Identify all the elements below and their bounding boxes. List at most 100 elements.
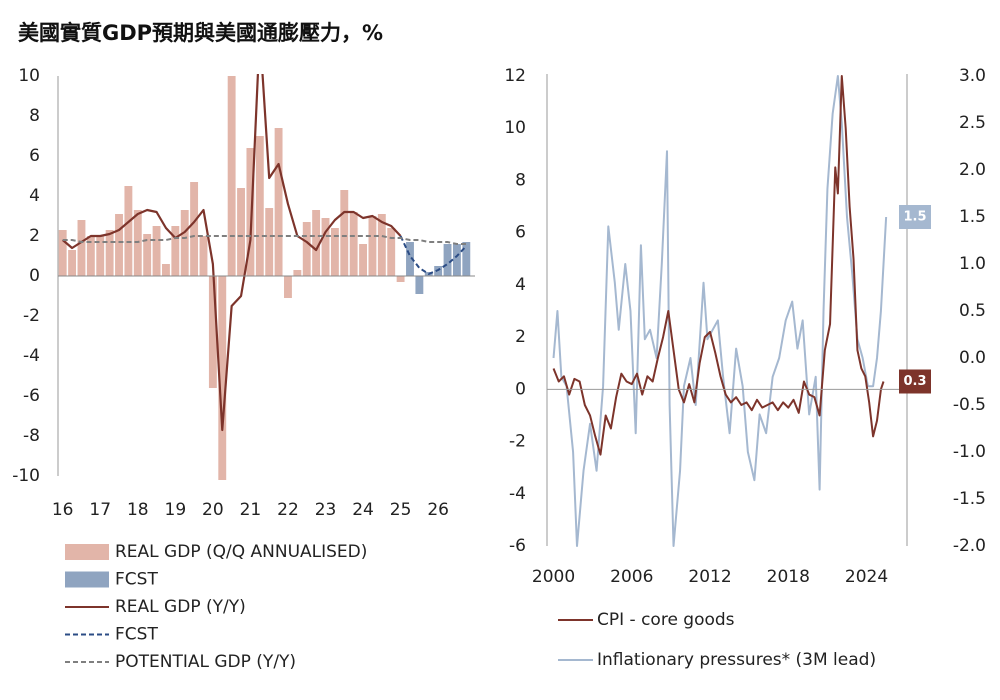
bar [396,276,405,282]
y-tick-label: 6 [29,146,40,166]
x-tick-label: 26 [427,500,449,520]
y-tick-label: 6 [515,223,526,243]
x-tick-label: 23 [315,500,337,520]
bar [208,276,217,388]
bar [443,244,452,276]
line [61,74,402,432]
x-tick-label: 16 [52,500,74,520]
bar [462,242,471,276]
bar [368,216,377,276]
line [552,75,885,456]
bar [302,222,311,276]
bar [96,236,105,276]
bar [340,190,349,276]
x-tick-label: 2012 [688,567,731,587]
bar [199,236,208,276]
y2-tick-label: 3.0 [959,66,986,86]
y-tick-label: -6 [23,386,40,406]
bar [180,210,189,276]
y-tick-label: 8 [515,170,526,190]
legend-label: FCST [115,625,158,645]
bar [265,208,274,276]
bar [105,230,114,276]
y2-tick-label: -1.5 [953,489,986,509]
legend-swatch [65,571,109,588]
bar [124,186,133,276]
y-tick-label: 2 [515,327,526,347]
legend-label: POTENTIAL GDP (Y/Y) [115,652,296,672]
y2-tick-label: -2.0 [953,536,986,556]
y-tick-label: -8 [23,426,40,446]
bar [255,136,264,276]
value-label-box [899,205,931,229]
bar [415,276,424,294]
bar [143,234,152,276]
bar [237,188,245,276]
line [399,235,468,275]
y-tick-label: 0 [515,379,526,399]
y-tick-label: 12 [504,66,526,86]
bar [115,214,123,276]
plot-area [552,75,888,547]
bar [227,76,236,276]
x-tick-label: 2006 [610,567,653,587]
bar [387,228,396,276]
x-tick-label: 17 [89,500,111,520]
plot-area [58,74,471,480]
y-tick-label: 8 [29,106,40,126]
y-tick-label: -2 [509,432,526,452]
bar [349,212,358,276]
value-label-box [899,369,931,394]
y-tick-label: 2 [29,226,40,246]
y-tick-label: 4 [515,275,526,295]
bar [58,230,67,276]
bar [68,250,77,276]
y2-tick-label: -0.5 [953,395,986,415]
y2-tick-label: 2.5 [959,113,986,133]
bar [406,242,414,276]
value-label: 0.3 [903,374,926,389]
x-tick-label: 2018 [767,567,810,587]
y2-tick-label: 0.5 [959,301,986,321]
chart-title: 美國實質GDP預期與美國通膨壓力，% [18,21,383,45]
y-tick-label: 4 [29,186,40,206]
y-tick-label: 10 [18,66,40,86]
legend-label: REAL GDP (Q/Q ANNUALISED) [115,542,367,562]
y2-tick-label: 1.0 [959,254,986,274]
x-tick-label: 25 [390,500,412,520]
y2-tick-label: 0.0 [959,348,986,368]
bar [171,226,180,276]
legend-swatch [65,544,109,560]
legend-label: REAL GDP (Y/Y) [115,597,246,617]
line [552,75,888,547]
y2-tick-label: -1.0 [953,442,986,462]
bar [246,148,255,276]
legend-label: Inflationary pressures* (3M lead) [597,650,876,670]
bar [190,182,199,276]
bar [377,214,386,276]
x-tick-label: 20 [202,500,224,520]
x-tick-label: 2024 [845,567,888,587]
bar [152,226,161,276]
y-tick-label: 10 [504,118,526,138]
y-tick-label: 0 [29,266,40,286]
line [62,235,467,245]
y-tick-label: -4 [509,484,526,504]
y-tick-label: -4 [23,346,40,366]
legend-label: FCST [115,570,158,590]
x-tick-label: 18 [127,500,149,520]
bar [162,264,170,276]
bar [321,218,330,276]
bar [293,270,302,276]
y-tick-label: -6 [509,536,526,556]
legend-label: CPI - core goods [597,610,735,630]
bar [86,236,95,276]
x-tick-label: 22 [277,500,299,520]
bar [312,210,321,276]
y-tick-label: -10 [12,466,40,486]
x-tick-label: 21 [240,500,262,520]
bar [218,276,227,480]
bar [452,244,461,276]
bar [359,244,367,276]
